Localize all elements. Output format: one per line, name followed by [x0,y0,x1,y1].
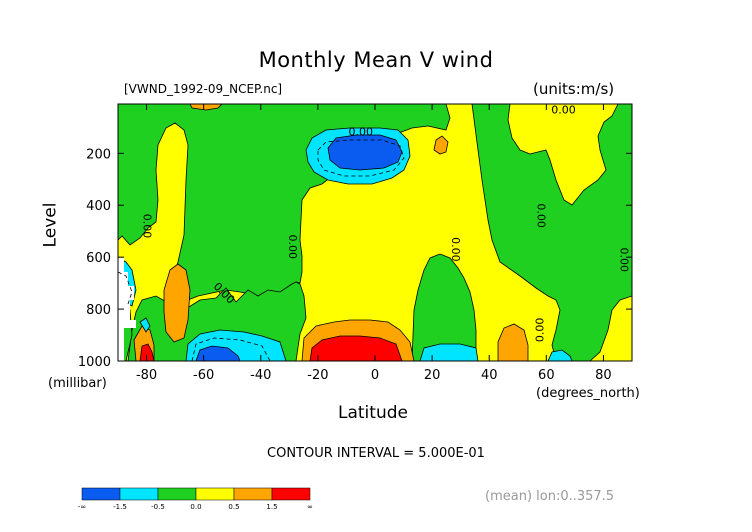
dashed-contour [317,139,405,177]
x-tick-label: 80 [595,368,612,383]
x-tick-label: -80 [136,368,157,383]
region-strong-positive [309,335,403,361]
region-strong-positive [139,343,155,361]
missing-data-region [118,258,136,361]
colorbar-swatch [233,487,273,501]
y-tick-label: 600 [86,251,111,266]
region-positive [433,135,449,155]
contour-interval-note: CONTOUR INTERVAL = 5.000E-01 [267,446,485,461]
colorbar-swatch [195,487,235,501]
region-weak-negative [471,104,632,361]
x-tick-label: -60 [193,368,214,383]
contour-label: 0.00 [617,248,630,273]
x-tick-label: 20 [424,368,441,383]
x-tick-label: -40 [250,368,271,383]
region-negative [419,343,479,361]
x-axis-unit: (degrees_north) [536,386,640,401]
units-label: (units:m/s) [533,80,615,98]
x-tick-label: 60 [538,368,555,383]
contour-label: 0.00 [286,235,299,260]
colorbar-swatch [81,487,121,501]
region-positive [497,323,529,361]
colorbar-swatch [271,487,311,501]
contour-label: 0.00 [551,103,576,116]
contour-label: 0.00 [449,237,462,261]
region-positive [189,104,223,111]
region-positive [163,263,191,343]
y-tick-label: 200 [86,147,111,162]
x-tick-label: 40 [481,368,498,383]
colorbar-label: -1.5 [113,503,127,511]
colorbar: -∞ -1.5 -0.5 0.0 0.5 1.5 ∞ [78,487,313,511]
contour-label: 0.00 [141,214,154,239]
x-tick-label: -20 [307,368,328,383]
dataset-label: [VWND_1992-09_NCEP.nc] [124,82,283,96]
colorbar-swatch [157,487,197,501]
colorbar-label: 0.5 [228,503,239,511]
x-axis-ticks: -80 -60 -40 -20 0 20 40 60 80 [136,104,612,383]
region-negative [139,317,151,333]
region-strong-negative [195,345,241,361]
y-axis-ticks: 200 400 600 800 1000 [78,147,632,370]
dashed-contour [118,271,133,305]
x-axis-label: Latitude [338,403,408,423]
dashed-contour [191,337,271,361]
x-tick-label: 0 [371,368,379,383]
y-tick-label: 400 [86,199,111,214]
y-tick-label: 800 [86,303,111,318]
contour-label: 0.00 [348,126,373,139]
colorbar-label: ∞ [307,503,313,511]
chart-title: Monthly Mean V wind [258,48,494,72]
colorbar-label: -0.5 [151,503,165,511]
region-strong-negative [327,134,403,171]
colorbar-label: 1.5 [266,503,277,511]
colorbar-swatch [119,487,159,501]
region-weak-negative [411,253,477,361]
region-negative [547,349,573,361]
y-tick-label: 1000 [78,355,111,370]
y-axis-unit: (millibar) [48,376,107,391]
colorbar-label: -∞ [78,503,86,511]
mean-note: (mean) lon:0..357.5 [485,489,615,504]
contour-label: 0.00 [534,318,547,343]
colorbar-label: 0.0 [190,503,201,511]
contour-label: 0.00 [535,203,548,228]
plot-area [118,104,632,361]
